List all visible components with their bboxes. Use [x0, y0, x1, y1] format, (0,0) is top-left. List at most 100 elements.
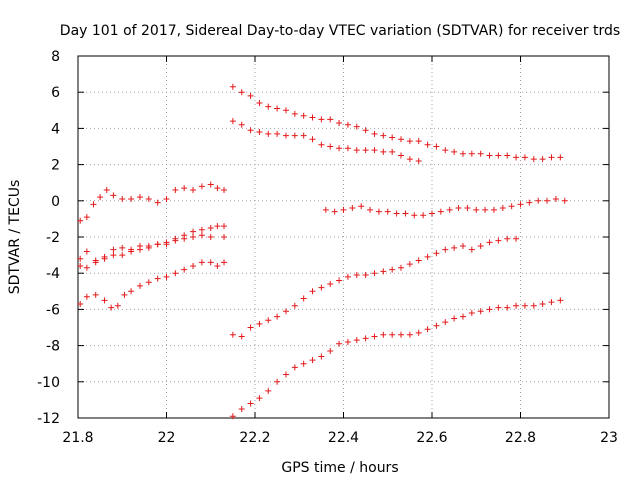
data-point [362, 147, 369, 154]
x-tick-label: 22 [158, 430, 176, 446]
data-point [229, 83, 236, 90]
data-point [207, 181, 214, 188]
x-tick-labels: 21.8 22 22.2 22.4 22.6 22.8 23 [62, 430, 618, 446]
data-point [406, 331, 413, 338]
data-point [548, 154, 555, 161]
data-point [495, 304, 502, 311]
y-tick-label: -4 [46, 266, 60, 282]
data-point [114, 302, 121, 309]
data-point [247, 92, 254, 99]
data-point [221, 186, 228, 193]
y-tick-label: 4 [51, 121, 60, 137]
data-point [256, 100, 263, 107]
data-point [136, 246, 143, 253]
data-point [121, 291, 128, 298]
data-point [291, 132, 298, 139]
data-point [83, 264, 90, 271]
data-point [398, 264, 405, 271]
data-point [145, 195, 152, 202]
y-tick-label: -2 [46, 230, 60, 246]
data-point [380, 268, 387, 275]
data-point [429, 210, 435, 217]
data-points [77, 83, 568, 420]
data-point [358, 203, 365, 210]
data-point [406, 138, 413, 145]
data-point [238, 121, 245, 128]
data-point [526, 199, 533, 206]
data-point [406, 156, 413, 163]
data-point [530, 302, 537, 309]
data-point [499, 205, 506, 212]
data-point [327, 116, 334, 123]
data-point [198, 259, 205, 266]
data-point [362, 335, 369, 342]
data-point [353, 147, 360, 154]
data-point [83, 293, 90, 300]
data-point [108, 304, 115, 311]
series-s6 [229, 118, 422, 164]
data-point [398, 152, 405, 159]
data-point [504, 304, 511, 311]
data-point [371, 333, 378, 340]
series-s3 [77, 223, 228, 271]
data-point [424, 141, 431, 148]
data-point [238, 333, 245, 340]
data-point [198, 226, 205, 233]
data-point [154, 275, 161, 282]
data-point [517, 201, 524, 208]
data-point [229, 118, 236, 125]
data-point [207, 259, 214, 266]
data-point [181, 266, 188, 273]
data-point [380, 132, 387, 139]
data-point [181, 185, 188, 192]
data-point [282, 132, 289, 139]
data-point [393, 210, 400, 217]
data-point [282, 371, 289, 378]
data-point [318, 116, 325, 123]
data-point [190, 186, 197, 193]
data-point [145, 279, 152, 286]
data-point [375, 208, 382, 215]
data-point [300, 360, 307, 367]
data-point [451, 244, 458, 251]
data-point [411, 212, 418, 219]
data-point [490, 206, 497, 213]
data-point [535, 197, 542, 204]
data-point [110, 246, 117, 253]
data-point [331, 208, 338, 215]
x-tick-label: 21.8 [62, 430, 93, 446]
data-point [103, 186, 110, 193]
data-point [468, 310, 475, 317]
y-tick-label: -12 [37, 411, 60, 427]
data-point [291, 364, 298, 371]
data-point [198, 183, 205, 190]
data-point [136, 282, 143, 289]
data-point [145, 243, 152, 250]
data-point [282, 107, 289, 114]
data-point [309, 357, 316, 364]
x-axis-label: GPS time / hours [281, 460, 398, 476]
data-point [256, 395, 263, 402]
data-point [229, 331, 236, 338]
data-point [389, 134, 396, 141]
data-point [309, 136, 316, 143]
data-point [229, 413, 236, 420]
data-point [207, 224, 214, 231]
data-point [398, 331, 405, 338]
data-point [406, 261, 413, 268]
data-point [181, 232, 188, 239]
data-point [477, 150, 484, 157]
data-point [97, 194, 104, 201]
data-point [300, 295, 307, 302]
data-point [362, 272, 369, 279]
data-point [282, 308, 289, 315]
data-point [415, 257, 422, 264]
data-point [539, 156, 546, 163]
series-s4 [77, 259, 228, 311]
data-point [221, 234, 228, 240]
data-point [322, 206, 329, 213]
data-point [353, 123, 360, 130]
data-point [247, 400, 254, 407]
data-point [119, 195, 126, 202]
data-point [265, 103, 272, 110]
